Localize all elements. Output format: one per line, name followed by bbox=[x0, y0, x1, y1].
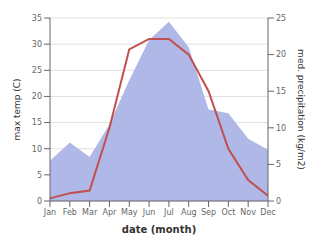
svg-text:0: 0 bbox=[37, 197, 42, 206]
svg-text:Jul: Jul bbox=[163, 208, 174, 217]
svg-text:5: 5 bbox=[276, 160, 281, 169]
svg-text:20: 20 bbox=[276, 50, 286, 59]
svg-text:20: 20 bbox=[32, 92, 42, 101]
svg-text:Dec: Dec bbox=[260, 208, 275, 217]
svg-text:10: 10 bbox=[32, 145, 42, 154]
svg-text:max temp (C): max temp (C) bbox=[12, 78, 22, 140]
svg-text:Sep: Sep bbox=[201, 208, 216, 217]
svg-text:25: 25 bbox=[32, 66, 42, 75]
svg-text:date (month): date (month) bbox=[122, 224, 196, 235]
svg-text:Nov: Nov bbox=[240, 208, 256, 217]
svg-text:25: 25 bbox=[276, 14, 286, 23]
svg-text:Mar: Mar bbox=[82, 208, 98, 217]
svg-text:10: 10 bbox=[276, 124, 286, 133]
svg-text:15: 15 bbox=[276, 87, 286, 96]
svg-text:Oct: Oct bbox=[221, 208, 235, 217]
svg-text:35: 35 bbox=[32, 14, 42, 23]
svg-text:Apr: Apr bbox=[103, 208, 118, 217]
svg-text:15: 15 bbox=[32, 118, 42, 127]
svg-text:5: 5 bbox=[37, 171, 42, 180]
svg-text:med. precipitation (kg/m2): med. precipitation (kg/m2) bbox=[296, 49, 306, 170]
svg-text:0: 0 bbox=[276, 197, 281, 206]
svg-text:Jun: Jun bbox=[142, 208, 156, 217]
svg-text:Aug: Aug bbox=[181, 208, 197, 217]
svg-text:30: 30 bbox=[32, 40, 42, 49]
svg-text:Jan: Jan bbox=[43, 208, 56, 217]
svg-text:May: May bbox=[121, 208, 138, 217]
svg-text:Feb: Feb bbox=[63, 208, 77, 217]
